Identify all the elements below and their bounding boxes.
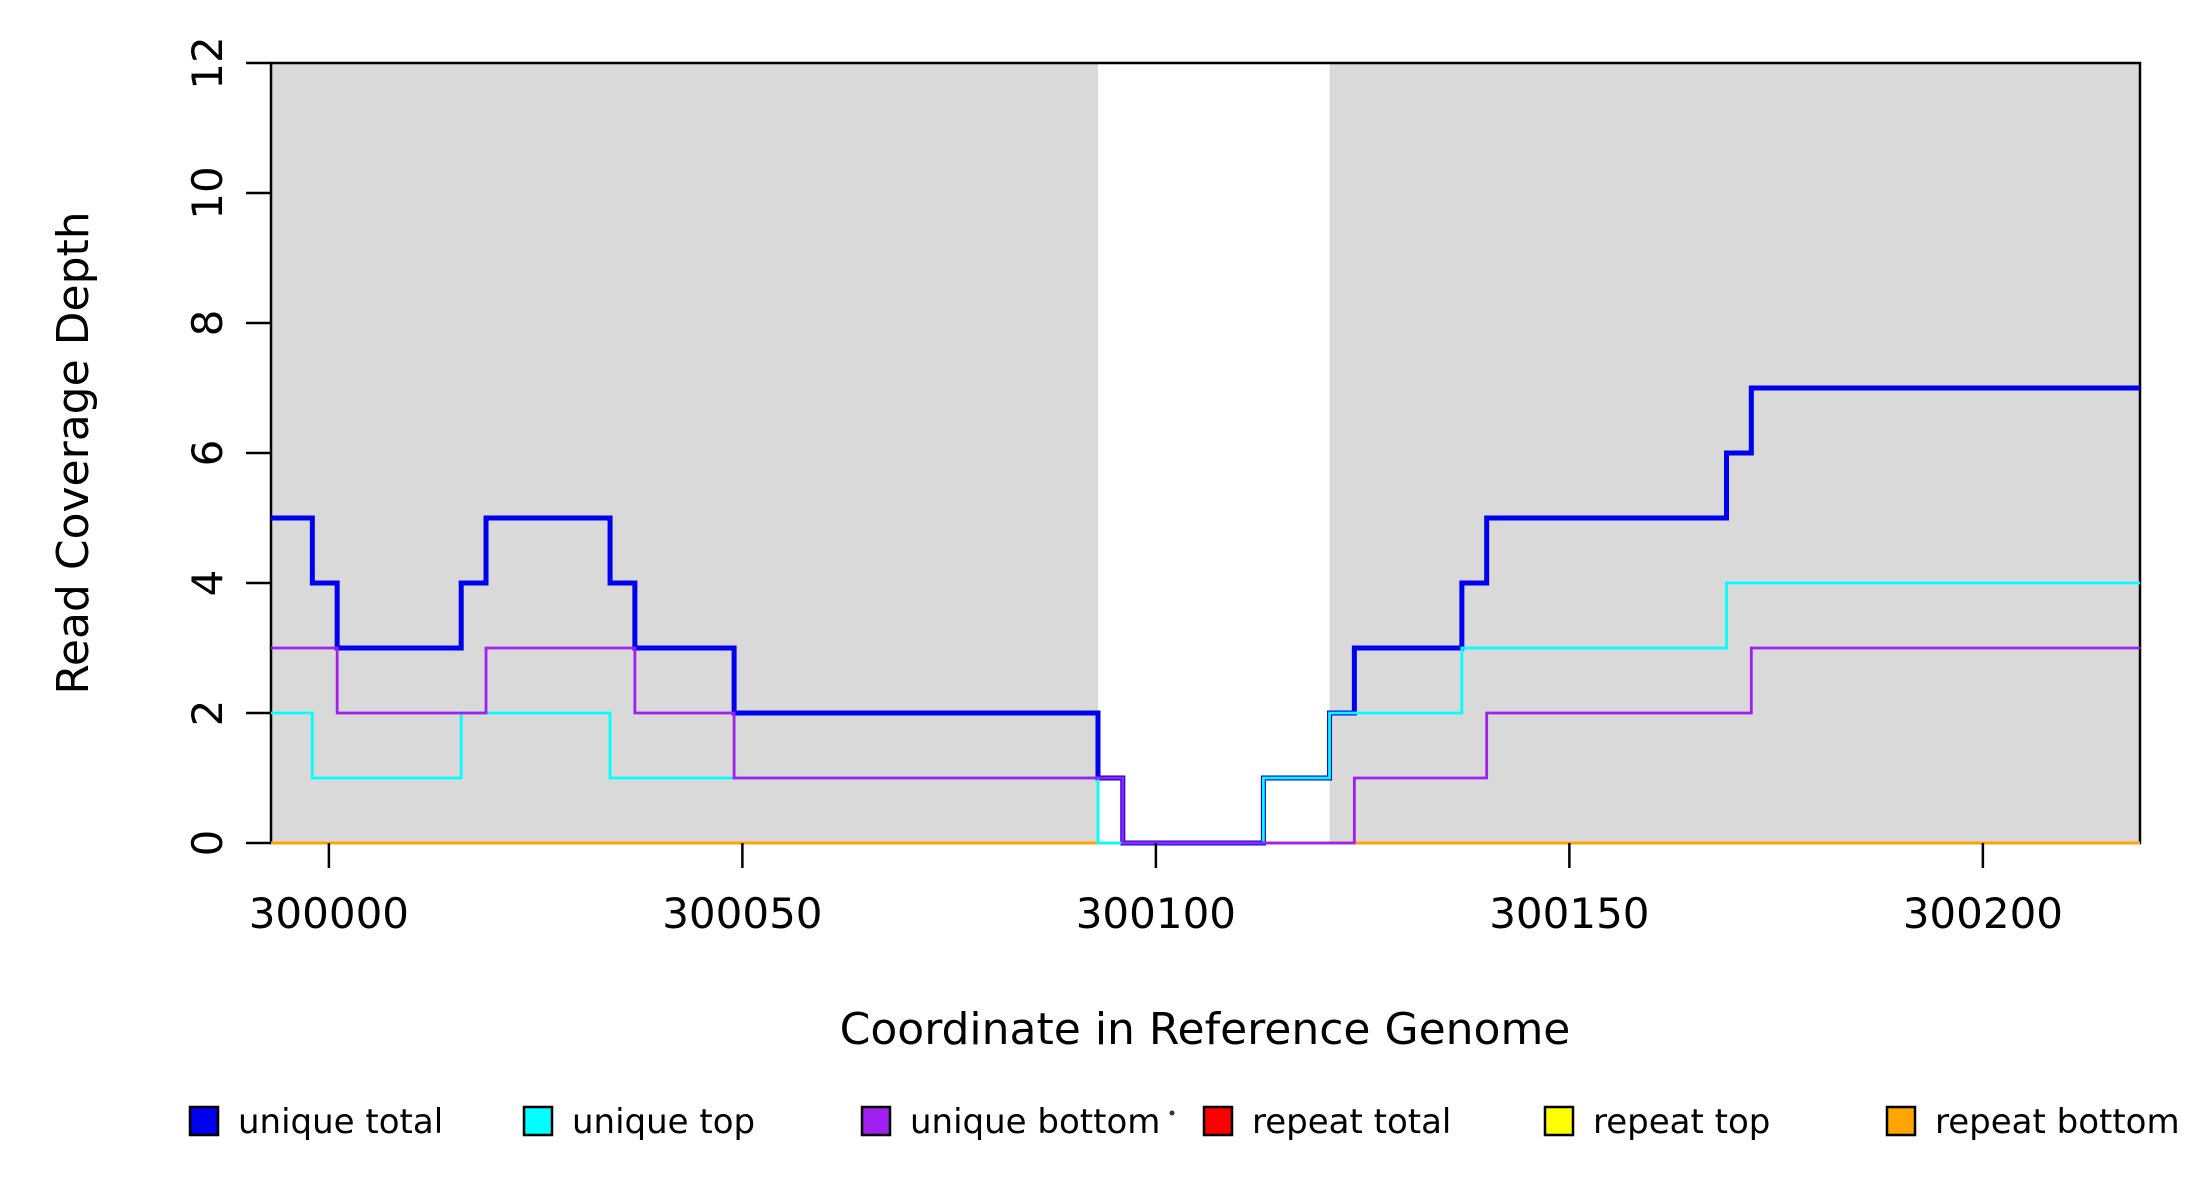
y-axis-title: Read Coverage Depth	[48, 211, 99, 694]
x-tick-label: 300050	[662, 889, 822, 938]
legend-label: repeat total	[1252, 1102, 1451, 1142]
x-tick-label: 300200	[1903, 889, 2063, 938]
legend-key-swatch	[188, 1105, 220, 1137]
y-tick-label: 10	[183, 166, 232, 219]
y-tick-label: 2	[183, 700, 232, 727]
y-tick-label: 6	[183, 440, 232, 467]
series-layer	[271, 385, 2140, 846]
legend-item-repeat-total: repeat total	[1202, 1102, 1451, 1142]
y-tick-label: 0	[183, 830, 232, 857]
unique-region-shading	[271, 63, 1098, 843]
y-tick-label: 4	[183, 570, 232, 597]
stray-mark	[1169, 1110, 1175, 1116]
legend-key-swatch	[522, 1105, 554, 1137]
legend-item-unique-bottom: unique bottom	[860, 1102, 1160, 1142]
legend-item-repeat-top: repeat top	[1543, 1102, 1770, 1142]
legend-label: repeat bottom	[1935, 1102, 2180, 1142]
legend-label: repeat top	[1593, 1102, 1770, 1142]
legend-key-swatch	[1885, 1105, 1917, 1137]
x-tick-label: 300150	[1489, 889, 1649, 938]
legend-item-repeat-bottom: repeat bottom	[1885, 1102, 2180, 1142]
shading-layer	[271, 63, 2140, 843]
ticks-layer: 300000 300050 300100 300150 300200 0 2 4 6 8 10 12	[183, 36, 2063, 938]
legend-item-unique-total: unique total	[188, 1102, 443, 1142]
y-tick-label: 8	[183, 310, 232, 337]
legend-label: unique total	[238, 1102, 443, 1142]
x-tick-label: 300100	[1076, 889, 1236, 938]
legend-key-swatch	[1543, 1105, 1575, 1137]
legend-key-swatch	[1202, 1105, 1234, 1137]
y-tick-label: 12	[183, 36, 232, 89]
x-tick-label: 300000	[249, 889, 409, 938]
x-axis-title: Coordinate in Reference Genome	[840, 1004, 1571, 1055]
legend-key-swatch	[860, 1105, 892, 1137]
legend-label: unique bottom	[910, 1102, 1160, 1142]
legend-label: unique top	[572, 1102, 755, 1142]
series-unique-bottom	[271, 646, 2140, 845]
legend-item-unique-top: unique top	[522, 1102, 755, 1142]
legend: unique total unique top unique bottom repea…	[188, 1102, 2180, 1142]
